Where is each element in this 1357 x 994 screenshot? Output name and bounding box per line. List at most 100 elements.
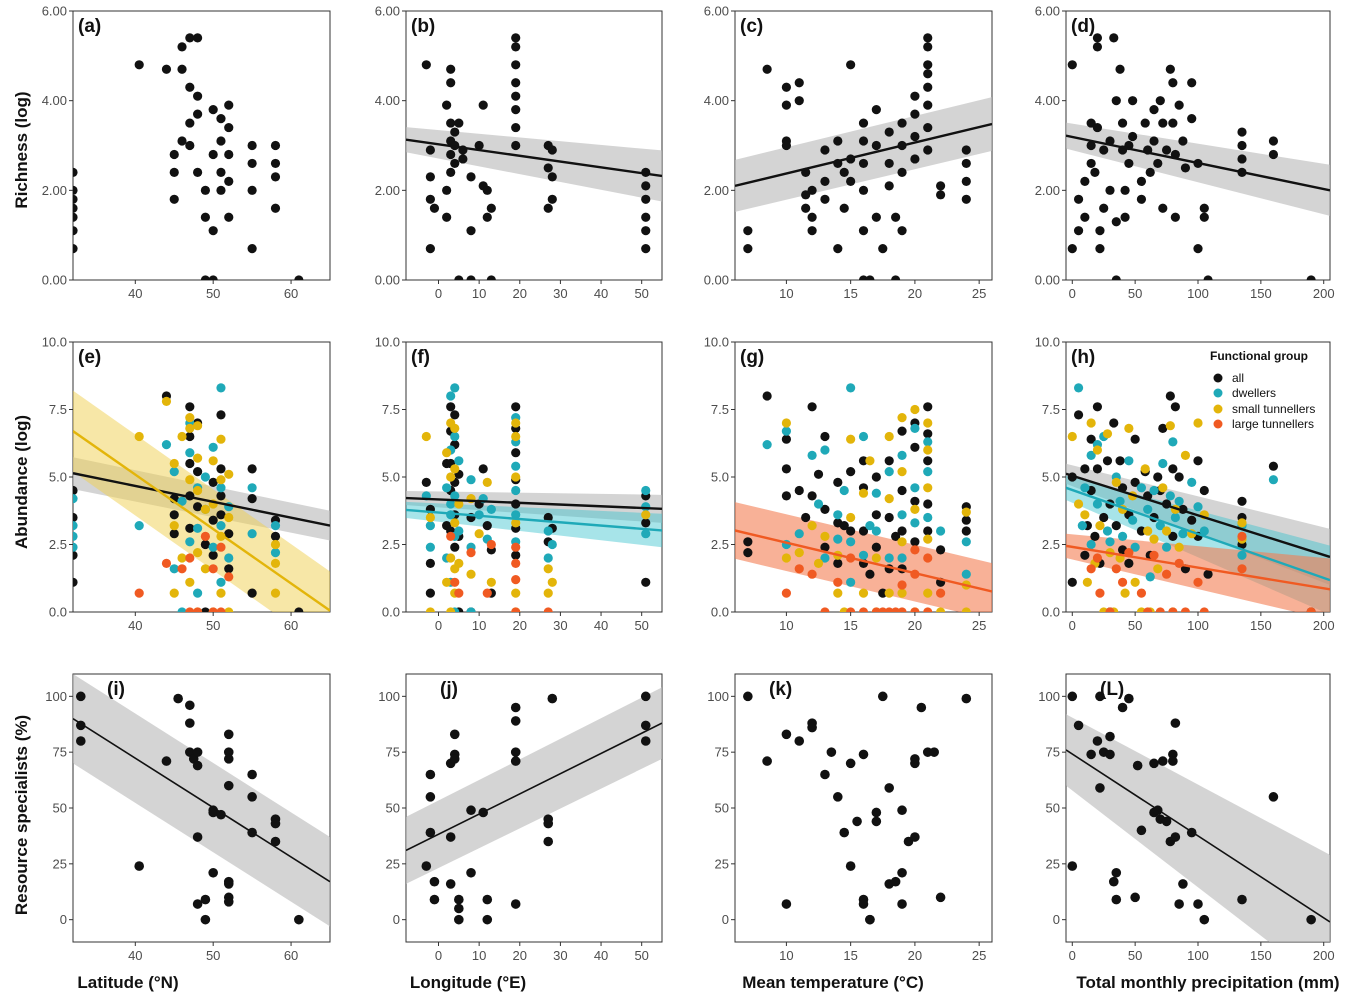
y-tick-label: 0.00 — [704, 273, 729, 288]
point-all — [1168, 464, 1178, 474]
point-all — [270, 836, 281, 847]
y-tick-label: 75 — [53, 745, 67, 760]
point-all — [192, 747, 203, 757]
point-all — [169, 149, 179, 160]
point-large-tunnellers — [161, 558, 172, 569]
point-small-tunnellers — [1237, 518, 1247, 528]
point-large-tunnellers — [193, 607, 203, 612]
point-all — [801, 190, 811, 200]
point-all — [185, 718, 195, 728]
point-large-tunnellers — [910, 545, 920, 555]
point-small-tunnellers — [1140, 464, 1150, 474]
point-small-tunnellers — [134, 431, 144, 442]
point-all — [247, 244, 257, 254]
point-all — [858, 136, 869, 146]
point-small-tunnellers — [224, 469, 234, 479]
panel-label: (h) — [1071, 347, 1095, 368]
point-all — [884, 512, 894, 523]
point-all — [1136, 194, 1147, 204]
point-dwellers — [450, 491, 460, 501]
point-all — [1067, 60, 1077, 70]
point-all — [482, 521, 492, 531]
point-dwellers — [871, 488, 881, 498]
point-all — [897, 226, 907, 236]
point-dwellers — [216, 383, 226, 393]
fit-line-dwellers — [406, 508, 662, 532]
point-dwellers — [224, 553, 234, 563]
point-large-tunnellers — [820, 607, 830, 612]
y-tick-label: 2.5 — [1042, 537, 1060, 552]
point-dwellers — [1174, 496, 1184, 506]
point-dwellers — [910, 483, 920, 493]
point-all — [177, 136, 187, 146]
point-dwellers — [446, 391, 456, 401]
point-all — [897, 118, 907, 128]
point-small-tunnellers — [185, 413, 195, 423]
point-dwellers — [1117, 531, 1128, 542]
point-dwellers — [781, 426, 792, 436]
point-small-tunnellers — [858, 488, 869, 498]
panel-k: 0 25 50 75 100 10 15 20 25 (k) — [707, 673, 993, 963]
x-tick-label: 100 — [1187, 618, 1209, 633]
point-all — [510, 702, 521, 713]
point-small-tunnellers — [482, 477, 492, 487]
point-dwellers — [846, 577, 856, 587]
y-tick-label: 25 — [386, 856, 400, 871]
point-dwellers — [961, 537, 971, 547]
point-all — [294, 607, 304, 612]
point-all — [73, 550, 78, 560]
point-dwellers — [865, 521, 875, 531]
point-all — [897, 426, 907, 436]
point-all — [200, 914, 211, 925]
point-all — [224, 100, 234, 110]
panel-c: 0.00 2.00 4.00 6.00 10 15 20 25 (c) — [704, 4, 993, 301]
col-label-longitude: Longitude (°E) — [410, 973, 526, 992]
point-all — [169, 529, 179, 539]
point-all — [1067, 691, 1078, 702]
x-tick-label: 25 — [972, 618, 986, 633]
point-dwellers — [897, 450, 907, 460]
point-all — [1180, 163, 1191, 173]
point-all — [216, 410, 226, 420]
point-all — [781, 491, 792, 501]
point-all — [216, 185, 226, 195]
point-all — [429, 894, 440, 905]
y-tick-label: 0 — [393, 912, 400, 927]
point-dwellers — [813, 499, 824, 509]
point-dwellers — [1161, 542, 1172, 552]
point-large-tunnellers — [216, 607, 226, 612]
x-tick-label: 10 — [472, 618, 486, 633]
point-all — [511, 122, 521, 133]
x-tick-label: 20 — [513, 286, 527, 301]
point-dwellers — [450, 383, 460, 393]
point-all — [1111, 867, 1122, 878]
point-all — [910, 496, 920, 506]
point-all — [454, 894, 464, 905]
point-dwellers — [543, 553, 553, 563]
point-small-tunnellers — [216, 434, 226, 444]
point-all — [1237, 496, 1247, 506]
point-all — [547, 194, 557, 204]
point-small-tunnellers — [1143, 526, 1153, 536]
point-all — [1109, 33, 1119, 43]
point-small-tunnellers — [884, 588, 894, 598]
point-large-tunnellers — [846, 607, 856, 612]
point-all — [270, 140, 281, 151]
point-all — [1178, 879, 1188, 889]
point-all — [193, 91, 203, 101]
point-small-tunnellers — [425, 607, 435, 612]
point-all — [641, 244, 651, 254]
point-all — [858, 118, 869, 128]
point-all — [543, 836, 554, 847]
point-all — [1092, 736, 1103, 746]
point-all — [425, 244, 435, 254]
confidence-band-small-tunnellers — [73, 390, 330, 612]
y-tick-label: 2.5 — [382, 537, 400, 552]
point-all — [641, 194, 651, 204]
x-tick-label: 150 — [1250, 286, 1272, 301]
point-all — [247, 464, 257, 474]
point-all — [1111, 217, 1121, 227]
y-tick-label: 7.5 — [711, 402, 729, 417]
point-all — [1095, 244, 1105, 254]
point-dwellers — [641, 485, 651, 496]
